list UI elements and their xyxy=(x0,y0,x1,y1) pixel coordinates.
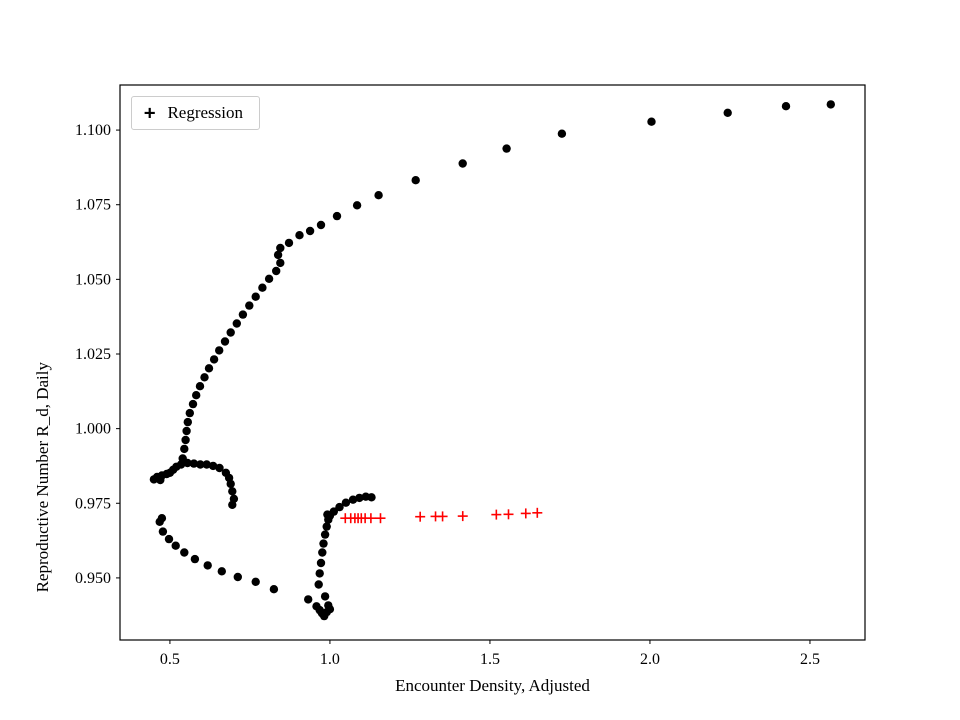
data-point-dot xyxy=(171,541,180,550)
legend-label-regression: Regression xyxy=(167,103,243,122)
data-point-dot xyxy=(284,238,294,248)
data-point-dot xyxy=(233,572,242,582)
data-point-dot xyxy=(269,585,279,594)
legend: + Regression xyxy=(131,96,260,131)
data-point-dot xyxy=(264,274,274,283)
data-point-dot xyxy=(723,108,732,118)
data-point-dot xyxy=(322,522,331,531)
data-point-dot xyxy=(324,601,333,610)
data-point-dot xyxy=(217,567,226,576)
data-point-dot xyxy=(155,517,164,526)
data-point-dot xyxy=(202,460,211,469)
y-tick-label: 1.025 xyxy=(75,346,111,363)
x-tick-label: 2.5 xyxy=(800,651,820,668)
axes-frame xyxy=(119,84,866,641)
data-point-dot xyxy=(258,283,267,292)
data-point-dot xyxy=(228,500,237,509)
y-tick-label: 1.075 xyxy=(75,197,111,214)
y-tick-label: 1.050 xyxy=(75,271,111,288)
x-tick-label: 1.5 xyxy=(480,651,500,668)
data-point-dot xyxy=(355,493,364,503)
data-point-dot xyxy=(826,100,835,109)
data-point-dot xyxy=(557,129,567,138)
data-point-dot xyxy=(204,364,214,373)
data-point-dot xyxy=(319,539,328,548)
data-point-dot xyxy=(315,569,324,578)
data-point-dot xyxy=(180,548,189,557)
data-point-dot xyxy=(238,310,248,319)
data-point-dot xyxy=(182,426,191,436)
data-point-dot xyxy=(502,144,511,153)
data-point-dot xyxy=(314,580,323,589)
x-tick-label: 1.0 xyxy=(320,651,340,668)
data-point-dot xyxy=(183,417,192,427)
x-axis-label: Encounter Density, Adjusted xyxy=(395,676,590,695)
data-point-dot xyxy=(228,487,237,496)
data-point-dot xyxy=(196,460,205,469)
data-point-dot xyxy=(215,346,224,355)
data-point-dot xyxy=(158,527,168,536)
data-point-dot xyxy=(180,444,189,454)
y-tick-label: 0.975 xyxy=(75,495,111,512)
data-point-dot xyxy=(316,558,326,568)
data-point-dot xyxy=(332,211,342,221)
data-point-dot xyxy=(220,337,230,346)
data-point-dot xyxy=(781,102,791,111)
data-point-dot xyxy=(192,391,201,400)
data-point-dot xyxy=(341,498,351,507)
data-point-dot xyxy=(190,554,200,564)
y-tick-label: 1.100 xyxy=(75,122,111,139)
data-point-dot xyxy=(226,328,235,337)
data-point-dot xyxy=(200,373,209,382)
data-point-dot xyxy=(352,201,362,210)
data-point-dot xyxy=(251,577,260,586)
data-point-dot xyxy=(276,243,285,253)
data-point-dot xyxy=(209,355,219,364)
data-point-dot xyxy=(335,502,344,512)
data-point-dot xyxy=(232,319,241,328)
y-axis-label-text: Reproductive Number R_d, Daily xyxy=(33,362,52,593)
data-point-dot xyxy=(320,592,330,601)
y-tick-label: 1.000 xyxy=(75,421,111,438)
data-point-dot xyxy=(188,399,198,409)
regression-plus-marker-icon: + xyxy=(144,101,156,124)
data-point-dot xyxy=(647,117,656,126)
x-tick-label: 0.5 xyxy=(160,651,180,668)
data-point-dot xyxy=(273,250,283,260)
data-point-dot xyxy=(305,226,315,236)
data-point-dot xyxy=(251,292,260,301)
data-point-dot xyxy=(178,454,187,463)
data-point-dot xyxy=(245,301,254,310)
data-point-dot xyxy=(272,266,281,276)
data-point-dot xyxy=(348,495,358,504)
data-point-dot xyxy=(164,534,174,544)
data-point-dot xyxy=(316,220,326,230)
data-point-dot xyxy=(185,408,194,418)
data-point-dot xyxy=(367,493,376,502)
data-point-dot xyxy=(276,258,285,268)
data-point-dot xyxy=(374,191,383,200)
data-point-dot xyxy=(318,548,327,557)
data-point-dot xyxy=(411,176,420,185)
data-point-dot xyxy=(329,507,338,516)
data-point-dot xyxy=(203,561,212,570)
data-point-dot xyxy=(208,461,218,471)
x-tick-label: 2.0 xyxy=(640,651,660,668)
data-point-dot xyxy=(458,159,467,168)
data-point-dot xyxy=(226,479,235,489)
data-point-dot xyxy=(189,459,199,468)
data-point-dot xyxy=(195,382,205,391)
data-point-dot xyxy=(181,435,190,445)
data-point-dot xyxy=(215,463,224,473)
y-tick-label: 0.950 xyxy=(75,570,111,587)
data-point-dot xyxy=(323,510,332,519)
data-point-dot xyxy=(295,231,304,240)
data-point-dot xyxy=(304,595,313,604)
data-point-dot xyxy=(320,530,330,539)
